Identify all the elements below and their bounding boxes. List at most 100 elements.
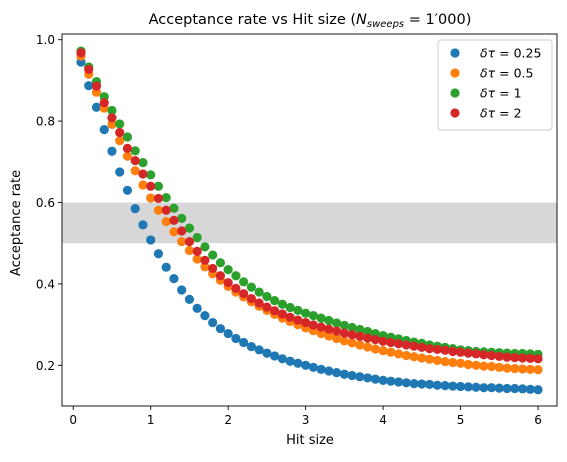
- data-point: [270, 351, 280, 361]
- data-point: [448, 346, 458, 357]
- data-point: [200, 311, 210, 321]
- legend-label: δτ = 1: [480, 86, 522, 101]
- data-point: [231, 333, 241, 344]
- series-4: [76, 48, 543, 364]
- data-point: [486, 361, 497, 372]
- legend-marker: [450, 48, 460, 58]
- legend-item: δτ = 0.25: [450, 46, 541, 61]
- data-point: [130, 146, 140, 156]
- data-point: [386, 376, 396, 386]
- legend: δτ = 0.25 δτ = 0.5 δτ = 1 δτ = 2: [437, 39, 553, 131]
- x-tick-label: 5: [457, 413, 465, 427]
- data-point: [231, 283, 241, 293]
- data-point: [262, 291, 272, 302]
- data-point: [502, 352, 512, 362]
- data-point: [153, 249, 164, 259]
- data-point: [533, 385, 543, 395]
- data-point: [363, 342, 373, 352]
- x-tick-label: 4: [379, 413, 387, 427]
- data-point: [486, 350, 497, 361]
- data-point: [308, 320, 318, 330]
- data-point: [347, 338, 357, 348]
- data-point: [215, 258, 226, 268]
- data-point: [192, 246, 202, 256]
- data-point: [494, 351, 504, 361]
- legend-marker: [450, 108, 460, 118]
- data-point: [393, 339, 404, 349]
- data-point: [200, 255, 210, 265]
- x-tick-label: 3: [302, 413, 310, 427]
- data-points: [76, 46, 543, 395]
- data-point: [285, 312, 295, 322]
- data-point: [208, 317, 218, 328]
- data-point: [424, 379, 435, 390]
- data-point: [208, 263, 218, 274]
- data-point: [208, 250, 218, 260]
- data-point: [146, 193, 156, 203]
- data-point: [192, 254, 202, 264]
- data-point: [308, 311, 318, 321]
- axes: 0 1 2 3 4 5 6 0.2 0.4 0.6 0.8 1.0: [36, 33, 558, 427]
- data-point: [161, 205, 171, 215]
- data-point: [308, 362, 318, 372]
- data-point: [363, 326, 373, 337]
- data-point: [517, 364, 528, 374]
- data-point: [184, 245, 195, 256]
- data-point: [363, 373, 373, 383]
- data-point: [169, 203, 179, 213]
- data-point: [293, 358, 303, 368]
- data-point: [378, 375, 388, 385]
- data-point: [223, 265, 233, 275]
- data-point: [115, 167, 125, 177]
- data-point: [533, 365, 543, 375]
- data-point: [192, 303, 202, 313]
- data-point: [146, 181, 156, 191]
- data-point: [99, 98, 109, 108]
- data-point: [200, 262, 210, 272]
- data-point: [107, 113, 117, 123]
- data-point: [463, 382, 473, 392]
- data-point: [448, 381, 458, 391]
- data-point: [339, 328, 349, 338]
- data-point: [324, 366, 334, 376]
- data-point: [177, 236, 187, 247]
- data-point: [138, 220, 148, 230]
- legend-label: δτ = 2: [480, 106, 522, 121]
- data-point: [424, 354, 435, 364]
- data-point: [332, 326, 342, 336]
- data-point: [115, 119, 125, 129]
- data-point: [84, 64, 94, 75]
- data-point: [502, 383, 512, 394]
- data-point: [115, 127, 125, 138]
- data-point: [277, 354, 287, 364]
- data-point: [239, 277, 249, 287]
- data-point: [440, 345, 450, 355]
- data-point: [277, 309, 287, 319]
- data-point: [525, 364, 535, 374]
- data-point: [409, 352, 419, 362]
- data-point: [378, 346, 388, 356]
- data-point: [285, 356, 295, 366]
- data-point: [517, 353, 528, 363]
- data-point: [239, 337, 249, 348]
- data-point: [161, 262, 171, 272]
- y-axis-label: Acceptance rate: [9, 170, 24, 276]
- y-tick-label: 0.4: [36, 277, 55, 291]
- data-point: [479, 383, 489, 393]
- data-point: [301, 308, 311, 318]
- data-point: [301, 360, 311, 370]
- data-point: [107, 105, 117, 116]
- data-point: [91, 102, 102, 112]
- data-point: [91, 81, 102, 91]
- data-point: [455, 347, 466, 357]
- data-point: [138, 158, 148, 168]
- data-point: [316, 328, 326, 339]
- data-point: [215, 271, 226, 281]
- data-point: [370, 344, 380, 354]
- data-point: [401, 350, 411, 361]
- data-point: [417, 342, 427, 352]
- data-point: [293, 305, 303, 315]
- data-point: [146, 170, 156, 180]
- legend-item: δτ = 2: [450, 106, 522, 121]
- data-point: [355, 340, 365, 350]
